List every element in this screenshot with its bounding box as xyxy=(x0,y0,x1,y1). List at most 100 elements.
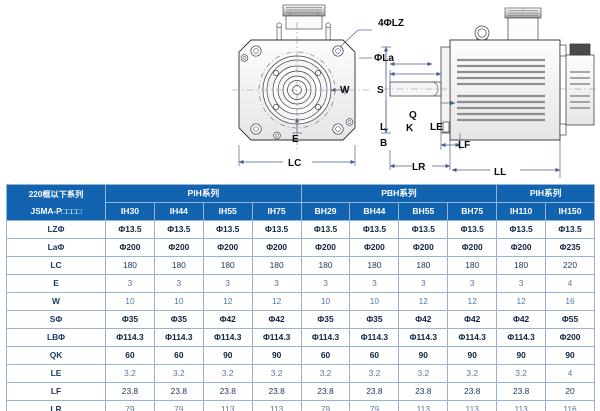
specification-table-container: 220框以下系列 JSMA-P□□□□ PIH系列 PBH系列 PIH系列 IH30… xyxy=(6,184,595,411)
cell-4-8: 12 xyxy=(496,292,547,311)
label-q: Q xyxy=(409,110,417,121)
cell-9-4: 23.8 xyxy=(300,382,351,401)
table-head: 220框以下系列 JSMA-P□□□□ PIH系列 PBH系列 PIH系列 IH30… xyxy=(6,184,595,221)
cell-4-2: 12 xyxy=(202,292,253,311)
cell-5-0: Φ35 xyxy=(105,310,155,329)
table-column-header-bh44: BH44 xyxy=(349,202,400,221)
table-body: LZΦ Φ13.5 Φ13.5 Φ13.5 Φ13.5 Φ13.5 Φ13.5 Φ13.5 Φ1… xyxy=(6,220,595,411)
table-group-header-2: PIH系列 xyxy=(496,184,595,203)
label-b: B xyxy=(380,138,387,149)
cell-8-4: 3.2 xyxy=(300,364,351,383)
row-label-7: QK xyxy=(6,346,106,365)
table-row: SΦ Φ35 Φ35 Φ42 Φ42 Φ35 Φ35 Φ42 Φ42 Φ42 Φ55 xyxy=(6,310,595,329)
cell-7-8: 90 xyxy=(496,346,547,365)
cell-0-3: Φ13.5 xyxy=(251,220,302,239)
cell-3-1: 3 xyxy=(153,274,204,293)
row-label-8: LE xyxy=(6,364,106,383)
table-column-header-ih55: IH55 xyxy=(202,202,253,221)
side-view-flange-plate xyxy=(440,46,451,134)
corner-header-line2: JSMA-P□□□□ xyxy=(30,206,82,216)
cell-3-0: 3 xyxy=(105,274,155,293)
cell-6-9: Φ200 xyxy=(545,328,595,347)
cell-10-6: 113 xyxy=(398,400,449,411)
cell-1-4: Φ200 xyxy=(300,238,351,257)
table-corner-header: 220框以下系列 JSMA-P□□□□ xyxy=(6,184,106,221)
cell-2-2: 180 xyxy=(202,256,253,275)
front-view-side-bosses xyxy=(240,54,354,140)
cell-7-4: 60 xyxy=(300,346,351,365)
row-label-6: LBΦ xyxy=(6,328,106,347)
row-label-9: LF xyxy=(6,382,106,401)
cell-8-1: 3.2 xyxy=(153,364,204,383)
cell-1-7: Φ200 xyxy=(447,238,498,257)
technical-drawing-area: 4ΦLZ ΦLa W E LC xyxy=(0,0,600,182)
table-column-header-bh75: BH75 xyxy=(447,202,498,221)
cell-4-5: 10 xyxy=(349,292,400,311)
cell-10-5: 79 xyxy=(349,400,400,411)
row-label-4: W xyxy=(6,292,106,311)
cell-9-5: 23.8 xyxy=(349,382,400,401)
row-label-1: LaΦ xyxy=(6,238,106,257)
cell-10-1: 79 xyxy=(153,400,204,411)
label-lc: LC xyxy=(288,158,301,169)
label-lf: LF xyxy=(458,140,470,151)
cell-6-5: Φ114.3 xyxy=(349,328,400,347)
motor-drawings-svg: 4ΦLZ ΦLa W E LC xyxy=(232,4,598,178)
label-lr: LR xyxy=(412,162,426,173)
side-view-housing xyxy=(449,39,561,141)
label-4philz: 4ΦLZ xyxy=(378,18,404,29)
cell-8-8: 3.2 xyxy=(496,364,547,383)
cell-3-4: 3 xyxy=(300,274,351,293)
cell-10-2: 113 xyxy=(202,400,253,411)
table-row: LZΦ Φ13.5 Φ13.5 Φ13.5 Φ13.5 Φ13.5 Φ13.5 Φ13.5 Φ1… xyxy=(6,220,595,239)
cell-6-1: Φ114.3 xyxy=(153,328,204,347)
cell-4-3: 12 xyxy=(251,292,302,311)
table-column-header-row: IH30 IH44 IH55 IH75 BH29 BH44 BH55 BH75 IH110 IH1… xyxy=(7,202,595,221)
table-column-header-ih110: IH110 xyxy=(496,202,547,221)
cell-5-6: Φ42 xyxy=(398,310,449,329)
cell-5-9: Φ55 xyxy=(545,310,595,329)
cell-0-8: Φ13.5 xyxy=(496,220,547,239)
table-column-header-ih150: IH150 xyxy=(545,202,595,221)
side-view-terminal-box xyxy=(504,7,542,41)
cell-3-7: 3 xyxy=(447,274,498,293)
cell-6-4: Φ114.3 xyxy=(300,328,351,347)
cell-5-1: Φ35 xyxy=(153,310,204,329)
cell-1-5: Φ200 xyxy=(349,238,400,257)
cell-5-4: Φ35 xyxy=(300,310,351,329)
cell-2-7: 180 xyxy=(447,256,498,275)
cell-5-2: Φ42 xyxy=(202,310,253,329)
cell-3-5: 3 xyxy=(349,274,400,293)
cell-9-3: 23.8 xyxy=(251,382,302,401)
cell-9-8: 23.8 xyxy=(496,382,547,401)
label-phila: ΦLa xyxy=(374,53,394,64)
cell-2-1: 180 xyxy=(153,256,204,275)
cell-10-8: 113 xyxy=(496,400,547,411)
row-label-2: LC xyxy=(6,256,106,275)
cell-4-0: 10 xyxy=(105,292,155,311)
cell-10-4: 79 xyxy=(300,400,351,411)
table-row: LR 79 79 113 113 79 79 113 113 113 116 xyxy=(6,400,595,411)
front-view-mounting-holes xyxy=(250,45,344,135)
cell-2-8: 180 xyxy=(496,256,547,275)
side-view-shaft xyxy=(382,81,452,97)
cell-5-3: Φ42 xyxy=(251,310,302,329)
cell-8-7: 3.2 xyxy=(447,364,498,383)
cell-8-9: 4 xyxy=(545,364,595,383)
label-k: K xyxy=(406,123,414,134)
table-group-header-1: PBH系列 xyxy=(300,184,498,203)
cell-8-6: 3.2 xyxy=(398,364,449,383)
table-column-header-bh29: BH29 xyxy=(300,202,351,221)
cell-2-3: 180 xyxy=(251,256,302,275)
cell-3-6: 3 xyxy=(398,274,449,293)
cell-0-6: Φ13.5 xyxy=(398,220,449,239)
label-w: W xyxy=(340,85,350,96)
table-row: LaΦ Φ200 Φ200 Φ200 Φ200 Φ200 Φ200 Φ200 Φ200 Φ200 Φ… xyxy=(6,238,595,257)
table-row: LF 23.8 23.8 23.8 23.8 23.8 23.8 23.8 23.8 23.8 20 xyxy=(6,382,595,401)
cell-9-1: 23.8 xyxy=(153,382,204,401)
cell-9-0: 23.8 xyxy=(105,382,155,401)
cell-1-8: Φ200 xyxy=(496,238,547,257)
cell-9-9: 20 xyxy=(545,382,595,401)
